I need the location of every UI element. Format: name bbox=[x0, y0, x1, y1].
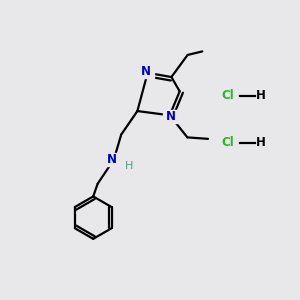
Text: H: H bbox=[125, 160, 133, 170]
Bar bbox=[138, 65, 154, 78]
Text: N: N bbox=[166, 110, 176, 123]
Text: Cl: Cl bbox=[222, 136, 234, 149]
Bar bbox=[163, 110, 179, 123]
Bar bbox=[104, 153, 121, 166]
Text: H: H bbox=[256, 136, 266, 149]
Text: N: N bbox=[141, 65, 151, 78]
Text: Cl: Cl bbox=[222, 89, 234, 102]
Text: N: N bbox=[107, 153, 117, 166]
Text: H: H bbox=[256, 89, 266, 102]
